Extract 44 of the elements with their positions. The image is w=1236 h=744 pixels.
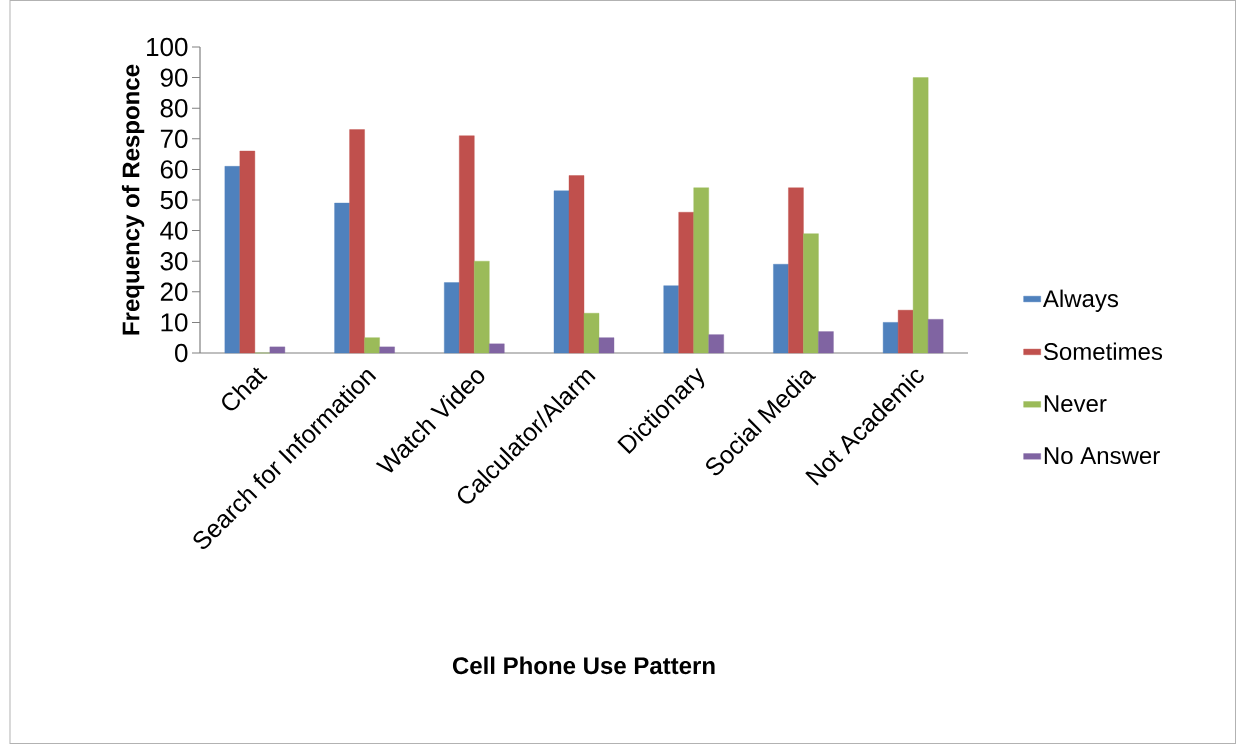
y-tick-label: 80 <box>160 98 188 118</box>
bar <box>489 343 505 354</box>
bar <box>224 166 241 354</box>
bar <box>239 150 256 354</box>
bar <box>678 212 694 354</box>
y-tick-label: 30 <box>160 251 188 271</box>
y-tick-label: 50 <box>160 190 188 210</box>
bar <box>568 175 585 354</box>
bar <box>663 285 679 354</box>
y-tick-label: 70 <box>160 129 188 148</box>
y-tick-label: 60 <box>160 160 188 179</box>
bar <box>897 309 914 354</box>
bar <box>444 282 460 354</box>
bar <box>269 346 286 354</box>
y-tick-label: 40 <box>160 221 188 240</box>
bar <box>334 202 350 354</box>
y-tick-label: 100 <box>147 37 188 57</box>
bar <box>912 77 929 354</box>
y-axis-title: Frequency of Responce <box>121 64 145 335</box>
bar <box>818 331 834 354</box>
bar <box>773 264 789 354</box>
legend-label: Never <box>1044 395 1107 413</box>
y-tick-label: 20 <box>160 282 188 301</box>
bar <box>583 313 600 354</box>
bar <box>364 337 380 354</box>
bar <box>882 322 899 354</box>
x-axis-title: Cell Phone Use Pattern <box>452 656 715 675</box>
bar <box>693 187 709 354</box>
bar <box>708 334 724 354</box>
bar <box>598 337 615 354</box>
y-tick-label: 0 <box>175 343 188 363</box>
bar <box>459 135 475 354</box>
y-tick-label: 10 <box>161 313 188 332</box>
legend-label: No Answer <box>1044 447 1160 465</box>
bar <box>788 187 804 354</box>
legend-label: Always <box>1042 289 1119 312</box>
bar <box>379 346 395 354</box>
bar <box>349 129 365 354</box>
bar <box>927 319 944 354</box>
bar <box>803 233 819 354</box>
legend-label: Sometimes <box>1043 342 1163 361</box>
bar <box>553 190 570 354</box>
bar <box>474 261 490 354</box>
y-tick-label: 90 <box>160 68 188 87</box>
